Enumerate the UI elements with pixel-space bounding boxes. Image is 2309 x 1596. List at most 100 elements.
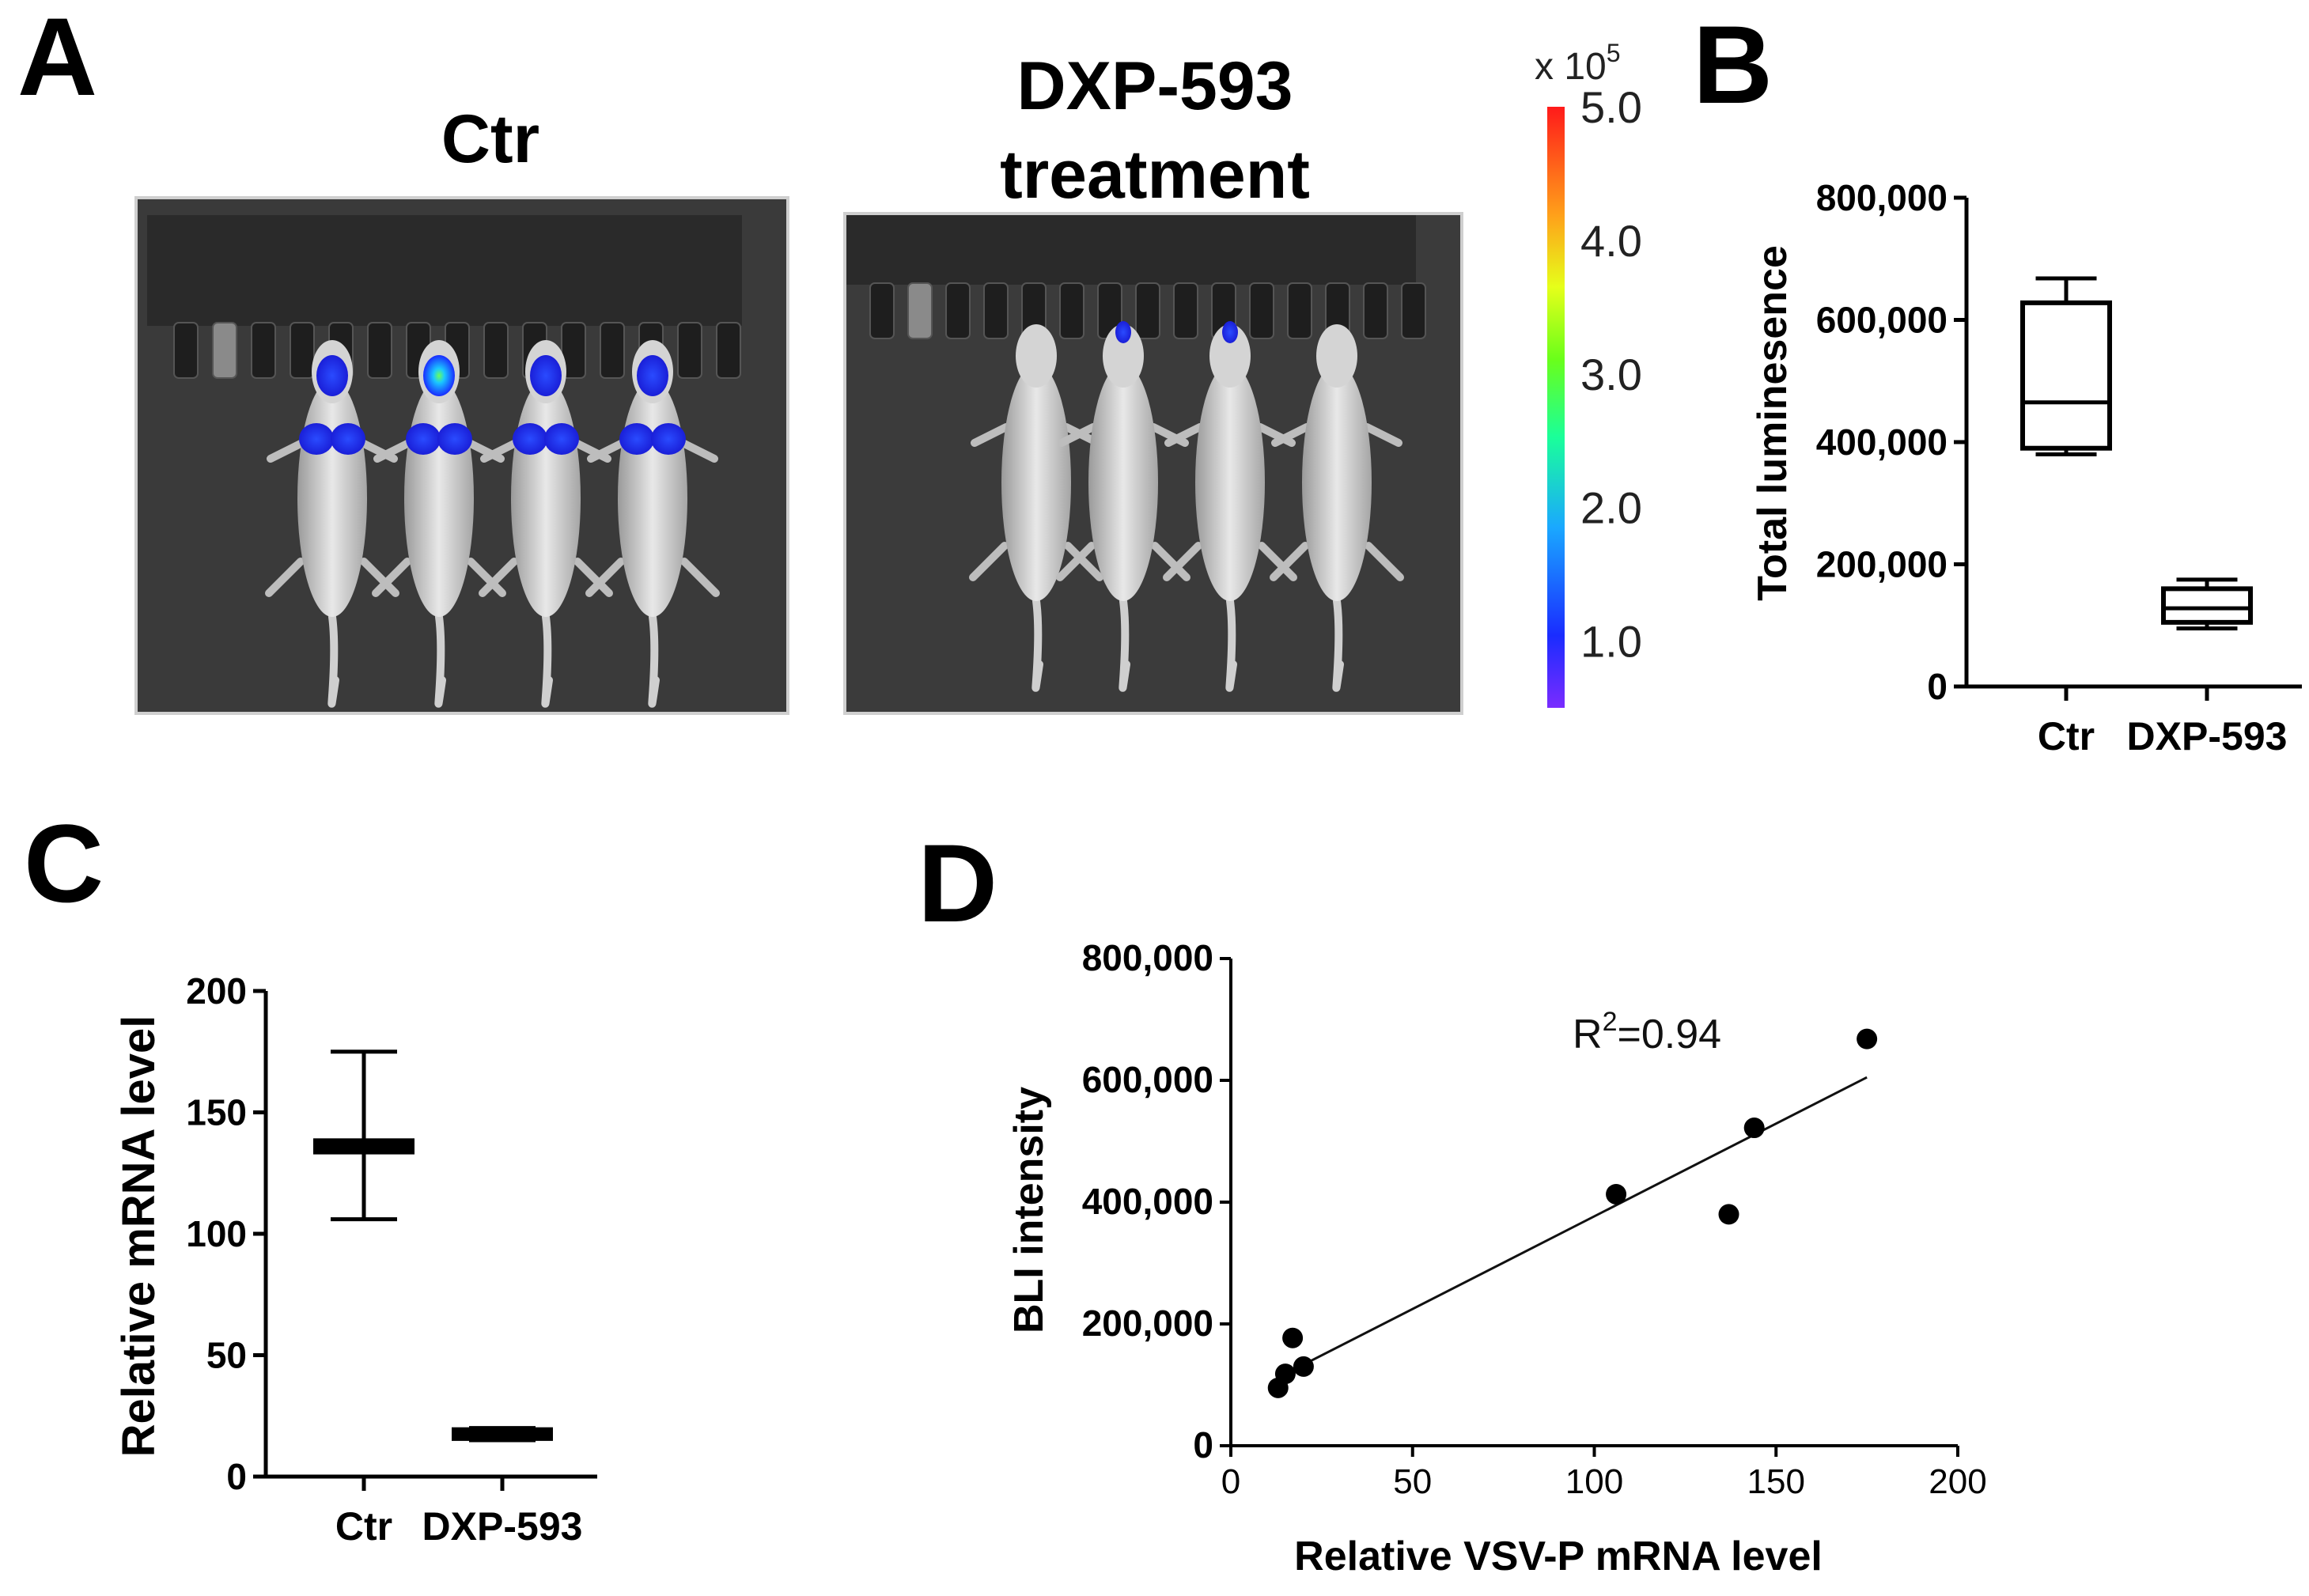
panel-letter-d: D xyxy=(918,821,997,945)
d-x-axis-title: Relative VSV-P mRNA level xyxy=(1294,1534,1823,1579)
box-iqr xyxy=(2161,586,2253,625)
y-tick-label: 800,000 xyxy=(1816,177,1948,218)
x-tick-label: DXP-593 xyxy=(2127,714,2288,758)
signal-lung-left xyxy=(406,423,441,455)
holder-slot xyxy=(1135,282,1160,339)
x-tick-label: 50 xyxy=(1393,1462,1432,1501)
signal-lung-left xyxy=(513,423,547,455)
y-tick-label: 800,000 xyxy=(1082,937,1213,978)
mouse-head xyxy=(1016,324,1057,388)
mouse-body xyxy=(1195,364,1265,601)
signal-lung-left xyxy=(619,423,654,455)
y-tick-label: 50 xyxy=(206,1335,247,1376)
regression-line xyxy=(1285,1076,1868,1375)
scatter-point xyxy=(1274,1363,1296,1385)
d-y-axis-title: BLI intensity xyxy=(1006,1087,1052,1333)
mouse-body xyxy=(1001,364,1071,601)
ctr-image-label: Ctr xyxy=(441,101,539,177)
mouse-body xyxy=(297,380,367,617)
x-tick-label: Ctr xyxy=(335,1504,392,1549)
holder-slot xyxy=(945,282,971,339)
x-tick-label: Ctr xyxy=(2038,714,2095,758)
panel-letter-b: B xyxy=(1693,2,1773,127)
treatment-image-label-line1: DXP-593 xyxy=(1017,48,1293,124)
mouse-tail xyxy=(434,613,446,708)
signal-head xyxy=(1115,321,1131,343)
x-tick-label: 200 xyxy=(1929,1462,1986,1501)
mouse-2 xyxy=(1163,321,1297,692)
mouse-3 xyxy=(1270,324,1404,692)
x-tick-label: DXP-593 xyxy=(422,1504,583,1549)
y-tick-label: 200,000 xyxy=(1816,544,1948,585)
holder-slot xyxy=(483,322,509,379)
holder-slot xyxy=(677,322,702,379)
mouse-head xyxy=(1103,324,1144,388)
colorbar-tick-label: 1.0 xyxy=(1580,617,1642,667)
mouse-1 xyxy=(372,340,506,708)
r-squared-annotation: R2=0.94 xyxy=(1573,1007,1721,1057)
mouse-legs xyxy=(585,439,720,597)
mouse-body xyxy=(404,380,474,617)
colorbar-tick-label: 3.0 xyxy=(1580,350,1642,399)
holder-slot xyxy=(1249,282,1274,339)
panel-b: B Total luminesence 0 200,000 400,000 600,0… xyxy=(1693,2,2302,758)
signal-head xyxy=(316,355,348,396)
holder-slot xyxy=(212,322,237,379)
holder-slot xyxy=(1363,282,1388,339)
colorbar-tick-label: 2.0 xyxy=(1580,483,1642,533)
colorbar-tick-label: 5.0 xyxy=(1580,82,1642,132)
signal-lung-right xyxy=(544,423,579,455)
signal-lung-right xyxy=(437,423,472,455)
signal-lung-left xyxy=(299,423,334,455)
mouse-2 xyxy=(479,340,613,708)
y-tick-label: 600,000 xyxy=(1082,1059,1213,1100)
x-tick-label: 100 xyxy=(1565,1462,1623,1501)
panel-letter-a: A xyxy=(17,0,97,119)
scatter-point xyxy=(1606,1183,1627,1205)
mouse-body xyxy=(511,380,581,617)
mouse-legs xyxy=(1056,423,1190,581)
mouse-0 xyxy=(969,324,1103,692)
scatter-point xyxy=(1718,1204,1739,1225)
holder-slot xyxy=(251,322,276,379)
mouse-legs xyxy=(969,423,1103,581)
c-y-axis-title: Relative mRNA level xyxy=(113,1015,165,1458)
y-tick-label: 100 xyxy=(186,1213,247,1254)
signal-head xyxy=(530,355,562,396)
x-tick-label: 150 xyxy=(1747,1462,1805,1501)
mouse-3 xyxy=(585,340,720,708)
mouse-tail xyxy=(1225,597,1237,692)
holder-slot xyxy=(367,322,392,379)
holder-slot xyxy=(600,322,625,379)
signal-head xyxy=(1222,321,1238,343)
y-tick-label: 0 xyxy=(226,1456,247,1497)
mouse-1 xyxy=(1056,321,1190,692)
mouse-legs xyxy=(1270,423,1404,581)
panel-d: D BLI intensity Relative VSV-P mRNA leve… xyxy=(918,821,1987,1579)
treatment-image-label-line2: treatment xyxy=(1000,137,1310,213)
y-tick-label: 200 xyxy=(186,970,247,1012)
mouse-body xyxy=(1302,364,1372,601)
holder-slot xyxy=(1401,282,1426,339)
mouse-body xyxy=(1088,364,1158,601)
scatter-point xyxy=(1857,1028,1878,1050)
holder-slot xyxy=(1059,282,1084,339)
y-tick-label: 400,000 xyxy=(1816,422,1948,463)
mouse-0 xyxy=(265,340,399,708)
holder-slot xyxy=(290,322,315,379)
y-tick-label: 200,000 xyxy=(1082,1303,1213,1344)
panel-a: A Ctr DXP-593 treatment x 105 5.0 4.0 3.0 2… xyxy=(17,0,1642,715)
colorbar: x 105 5.0 4.0 3.0 2.0 1.0 xyxy=(1535,39,1642,708)
mouse-legs xyxy=(372,439,506,597)
mouse-tail xyxy=(1031,597,1043,692)
b-y-axis-title: Total luminesence xyxy=(1750,245,1796,601)
signal-lung-right xyxy=(651,423,686,455)
y-tick-label: 400,000 xyxy=(1082,1181,1213,1222)
ctr-bioluminescence-image xyxy=(134,196,789,715)
y-tick-label: 0 xyxy=(1193,1424,1213,1466)
y-tick-label: 150 xyxy=(186,1092,247,1133)
mouse-head xyxy=(1316,324,1357,388)
holder-slot xyxy=(716,322,741,379)
mouse-tail xyxy=(541,613,553,708)
